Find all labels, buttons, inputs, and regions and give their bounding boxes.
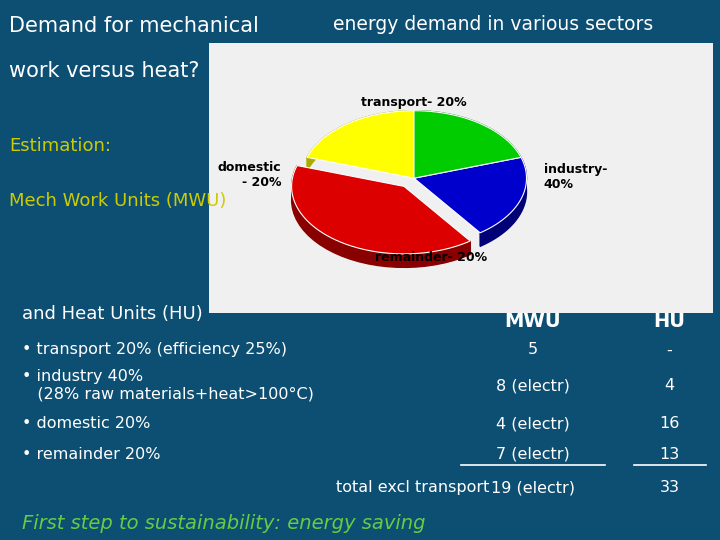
Text: Estimation:: Estimation:	[9, 137, 111, 155]
Text: work versus heat?: work versus heat?	[9, 61, 199, 82]
Text: 5: 5	[528, 342, 538, 357]
Text: • transport 20% (efficiency 25%): • transport 20% (efficiency 25%)	[22, 342, 287, 357]
Text: • remainder 20%: • remainder 20%	[22, 447, 160, 462]
Text: 33: 33	[660, 480, 680, 495]
Text: total excl transport: total excl transport	[336, 480, 490, 495]
Text: industry-
40%: industry- 40%	[544, 163, 607, 191]
Polygon shape	[414, 111, 521, 178]
Text: 8 (electr): 8 (electr)	[496, 378, 570, 393]
Polygon shape	[414, 111, 521, 171]
Text: 7 (electr): 7 (electr)	[496, 447, 570, 462]
Polygon shape	[307, 111, 414, 171]
Text: 4: 4	[665, 378, 675, 393]
Text: 19 (electr): 19 (electr)	[491, 480, 575, 495]
Text: and Heat Units (HU): and Heat Units (HU)	[22, 305, 202, 323]
Text: 16: 16	[660, 416, 680, 431]
Text: HU: HU	[654, 312, 685, 331]
Text: Mech Work Units (MWU): Mech Work Units (MWU)	[9, 192, 227, 210]
Text: remainder- 20%: remainder- 20%	[375, 251, 487, 265]
Text: 13: 13	[660, 447, 680, 462]
Text: 4 (electr): 4 (electr)	[496, 416, 570, 431]
Text: Demand for mechanical: Demand for mechanical	[9, 16, 259, 36]
Text: First step to sustainability: energy saving: First step to sustainability: energy sav…	[22, 514, 425, 533]
Polygon shape	[307, 111, 414, 178]
Text: MWU: MWU	[505, 312, 561, 331]
Text: -: -	[667, 342, 672, 357]
Polygon shape	[414, 157, 526, 233]
Text: transport- 20%: transport- 20%	[361, 96, 467, 109]
Text: domestic
- 20%: domestic - 20%	[217, 161, 282, 189]
Text: • domestic 20%: • domestic 20%	[22, 416, 150, 431]
Polygon shape	[292, 166, 470, 254]
Polygon shape	[292, 166, 470, 267]
Polygon shape	[480, 157, 526, 246]
Text: • industry 40%
   (28% raw materials+heat>100°C): • industry 40% (28% raw materials+heat>1…	[22, 369, 313, 402]
Text: energy demand in various sectors: energy demand in various sectors	[333, 15, 653, 34]
